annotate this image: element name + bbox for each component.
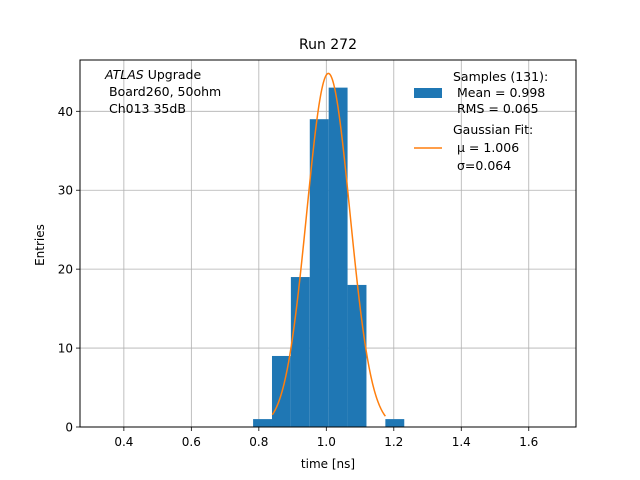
histogram-bar-3 (309, 119, 329, 428)
gaussian-fit-curve (271, 72, 386, 417)
x-tick-label-0: 0.4 (114, 435, 133, 449)
gaussian-fit (271, 72, 386, 417)
legend-fit-label: Gaussian Fit: (453, 122, 533, 137)
atlas-annotation: ATLAS Upgrade Board260, 50ohm Ch013 35dB (104, 67, 221, 116)
histogram-bar-5 (347, 284, 367, 427)
upgrade-label: Upgrade (144, 67, 202, 82)
x-tick-label-6: 1.6 (519, 435, 538, 449)
legend-samples-label: Samples (131): (453, 69, 548, 84)
x-axis-label: time [ns] (301, 457, 355, 471)
y-axis-label: Entries (33, 224, 47, 266)
atlas-label: ATLAS (104, 67, 144, 82)
histogram-bar-0 (253, 419, 272, 427)
histogram-bar-7 (385, 419, 405, 427)
y-tick-label-4: 40 (58, 105, 73, 119)
histogram-bar-4 (328, 87, 348, 427)
annotation-line-3: Ch013 35dB (109, 101, 186, 116)
legend-samples-mean: Mean = 0.998 (457, 85, 545, 100)
y-tick-label-3: 30 (58, 184, 73, 198)
histogram-bar-2 (290, 277, 310, 427)
plot-frame (79, 59, 577, 428)
x-tick-label-3: 1.0 (317, 435, 336, 449)
x-tick-label-4: 1.2 (384, 435, 403, 449)
x-tick-label-2: 0.8 (249, 435, 268, 449)
x-tick-label-1: 0.6 (182, 435, 201, 449)
chart-title: Run 272 (299, 37, 357, 53)
legend-fit-mu: μ = 1.006 (457, 140, 519, 155)
legend: Samples (131): Mean = 0.998 RMS = 0.065 … (414, 69, 548, 173)
y-tick-label-0: 0 (65, 421, 73, 435)
annotation-line-1: ATLAS Upgrade (104, 67, 201, 82)
legend-samples-swatch (414, 88, 442, 98)
x-axis-ticks: 0.4 0.6 0.8 1.0 1.2 1.4 1.6 (114, 427, 538, 449)
annotation-line-2: Board260, 50ohm (109, 84, 221, 99)
legend-fit-sigma: σ=0.064 (457, 158, 511, 173)
y-axis-ticks: 0 10 20 30 40 (58, 105, 80, 435)
y-tick-label-1: 10 (58, 342, 73, 356)
x-tick-label-5: 1.4 (452, 435, 471, 449)
y-tick-label-2: 20 (58, 263, 73, 277)
legend-samples-rms: RMS = 0.065 (457, 101, 539, 116)
